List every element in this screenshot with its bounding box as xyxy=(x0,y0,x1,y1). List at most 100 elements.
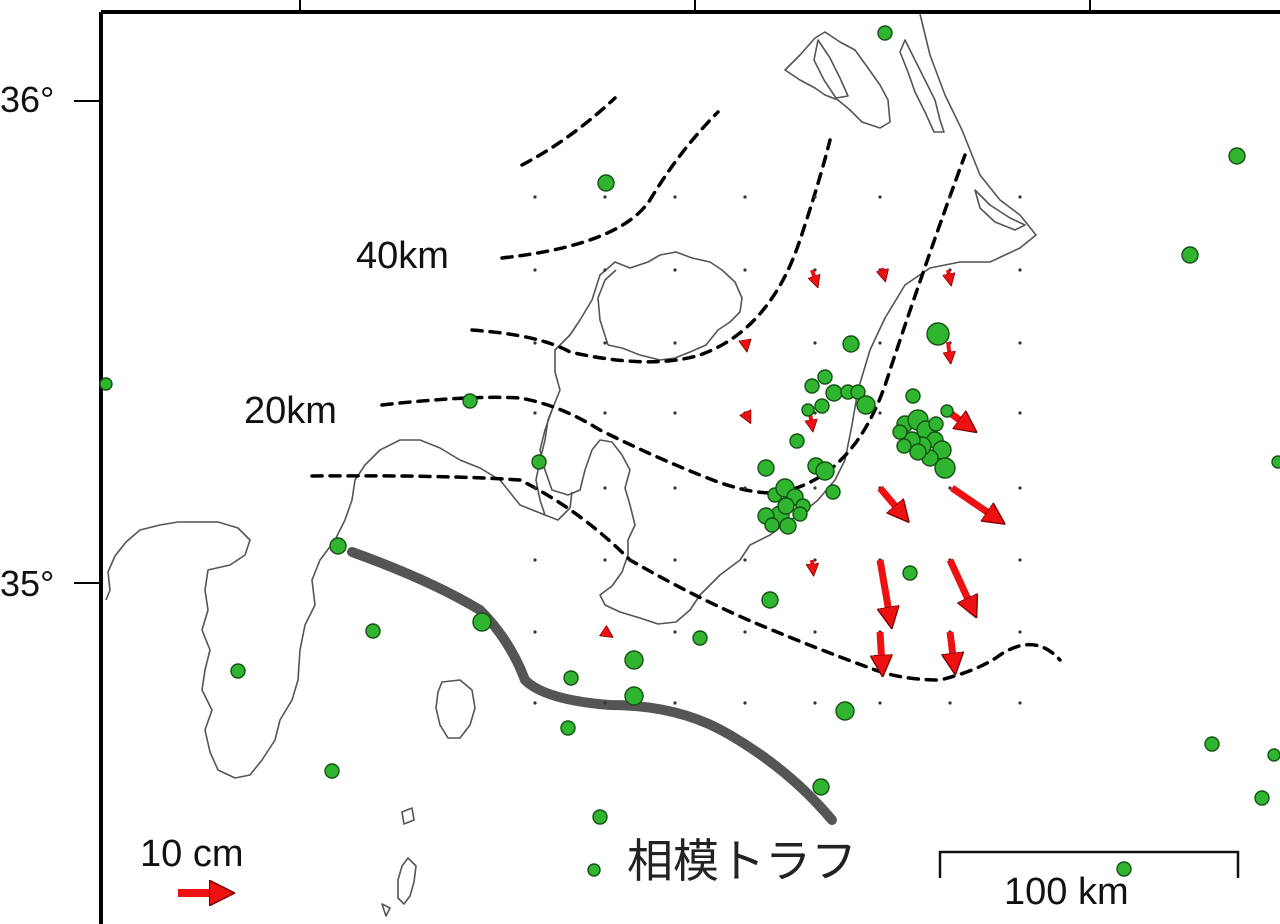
epicenter-marker xyxy=(789,433,805,449)
coastline-niijima xyxy=(401,807,415,825)
epicenter-marker xyxy=(624,686,644,706)
latitude-label-36: 36° xyxy=(0,79,54,120)
epicenter-marker xyxy=(877,25,893,41)
grid-dot xyxy=(948,486,952,490)
coastline-lake-kitaura xyxy=(899,39,945,133)
grid-dot xyxy=(813,701,817,705)
distance-scale-legend: 100 km xyxy=(938,850,1240,913)
grid-dot xyxy=(1018,341,1022,345)
epicenter-marker xyxy=(934,457,956,479)
epicenter-marker xyxy=(472,612,492,632)
epicenter-marker xyxy=(230,663,246,679)
grid-dot xyxy=(603,341,607,345)
epicenter-marker xyxy=(825,384,843,402)
epicenter-marker xyxy=(1254,790,1270,806)
epicenter-marker xyxy=(329,537,347,555)
coastline-miura xyxy=(535,409,573,521)
distance-scale-label: 100 km xyxy=(1004,871,1129,913)
grid-dot xyxy=(603,411,607,415)
displacement-arrow xyxy=(950,485,996,518)
epicenter-marker xyxy=(825,484,841,500)
epicenter-marker xyxy=(896,438,912,454)
displacement-arrow xyxy=(882,267,884,276)
grid-dot xyxy=(673,558,677,562)
coastline-lake-small xyxy=(813,39,849,99)
grid-dot xyxy=(948,701,952,705)
displacement-arrows xyxy=(605,267,996,666)
epicenter-marker xyxy=(764,517,780,533)
epicenter-marker xyxy=(597,174,615,192)
epicenter-marker xyxy=(850,384,866,400)
grid-dot xyxy=(533,701,537,705)
displacement-arrow xyxy=(948,341,950,358)
displacement-arrow xyxy=(745,340,746,346)
epicenter-marker xyxy=(909,443,927,461)
epicenter-marker xyxy=(812,778,830,796)
epicenter-marker xyxy=(902,565,918,581)
grid-dot xyxy=(743,558,747,562)
displacement-arrow xyxy=(812,269,816,282)
epicenter-marker xyxy=(1204,736,1220,752)
contour-label-40km: 40km xyxy=(356,235,449,277)
coastline-izu-oshima xyxy=(435,679,476,739)
grid-dot xyxy=(1018,195,1022,199)
epicenter-marker xyxy=(365,623,381,639)
coastline-kanto-outer xyxy=(539,13,1037,625)
epicenter-marker xyxy=(835,701,855,721)
grid-dot xyxy=(603,701,607,705)
epicenter-marker xyxy=(99,377,113,391)
grid-dot xyxy=(673,701,677,705)
grid-dot xyxy=(673,195,677,199)
vector-scale-label: 10 cm xyxy=(140,833,243,875)
distance-scale-bar xyxy=(938,850,1240,878)
grid-dot xyxy=(603,558,607,562)
epicenter-marker xyxy=(531,454,547,470)
grid-dot xyxy=(673,630,677,634)
coastline-sagami-bay xyxy=(105,439,546,779)
grid-dot xyxy=(1018,268,1022,272)
grid-dot xyxy=(533,341,537,345)
coastline-kozushima xyxy=(397,857,417,905)
displacement-arrow xyxy=(948,269,950,280)
epicenter-marker xyxy=(560,720,576,736)
grid-dot xyxy=(878,341,882,345)
grid-dot xyxy=(533,486,537,490)
grid-dot xyxy=(743,195,747,199)
epicenter-marker xyxy=(624,650,644,670)
grid-dot xyxy=(743,701,747,705)
epicenter-marker xyxy=(587,863,601,877)
displacement-arrow xyxy=(950,631,954,664)
grid-dot xyxy=(743,630,747,634)
epicenter-marker xyxy=(856,395,876,415)
grid-dot xyxy=(673,268,677,272)
grid-dot xyxy=(813,195,817,199)
grid-dot xyxy=(813,558,817,562)
grid-dot xyxy=(673,411,677,415)
grid-dot xyxy=(1018,411,1022,415)
epicenter-marker xyxy=(761,591,779,609)
epicenter-marker xyxy=(815,461,835,481)
latitude-label-35: 35° xyxy=(0,563,54,604)
epicenter-marker xyxy=(462,393,478,409)
epicenter-marker xyxy=(1181,246,1199,264)
contour-line xyxy=(520,96,617,167)
grid-dot xyxy=(673,341,677,345)
epicenter-marker xyxy=(1267,748,1280,762)
coastline-tokyo-bay-inner xyxy=(597,269,617,346)
grid-dot xyxy=(1018,486,1022,490)
grid-dot xyxy=(878,411,882,415)
displacement-arrow xyxy=(880,631,882,666)
epicenter-marker xyxy=(926,322,950,346)
grid-dot xyxy=(743,486,747,490)
epicenter-marker xyxy=(592,809,608,825)
vector-scale-legend: 10 cm xyxy=(140,833,243,893)
contour-line xyxy=(310,474,1062,682)
grid-dot xyxy=(603,486,607,490)
grid-dot xyxy=(878,701,882,705)
epicenter-marker xyxy=(1228,147,1246,165)
grid-dot xyxy=(533,268,537,272)
grid-dot xyxy=(533,630,537,634)
epicenter-marker xyxy=(757,459,775,477)
epicenter-marker xyxy=(779,517,797,535)
